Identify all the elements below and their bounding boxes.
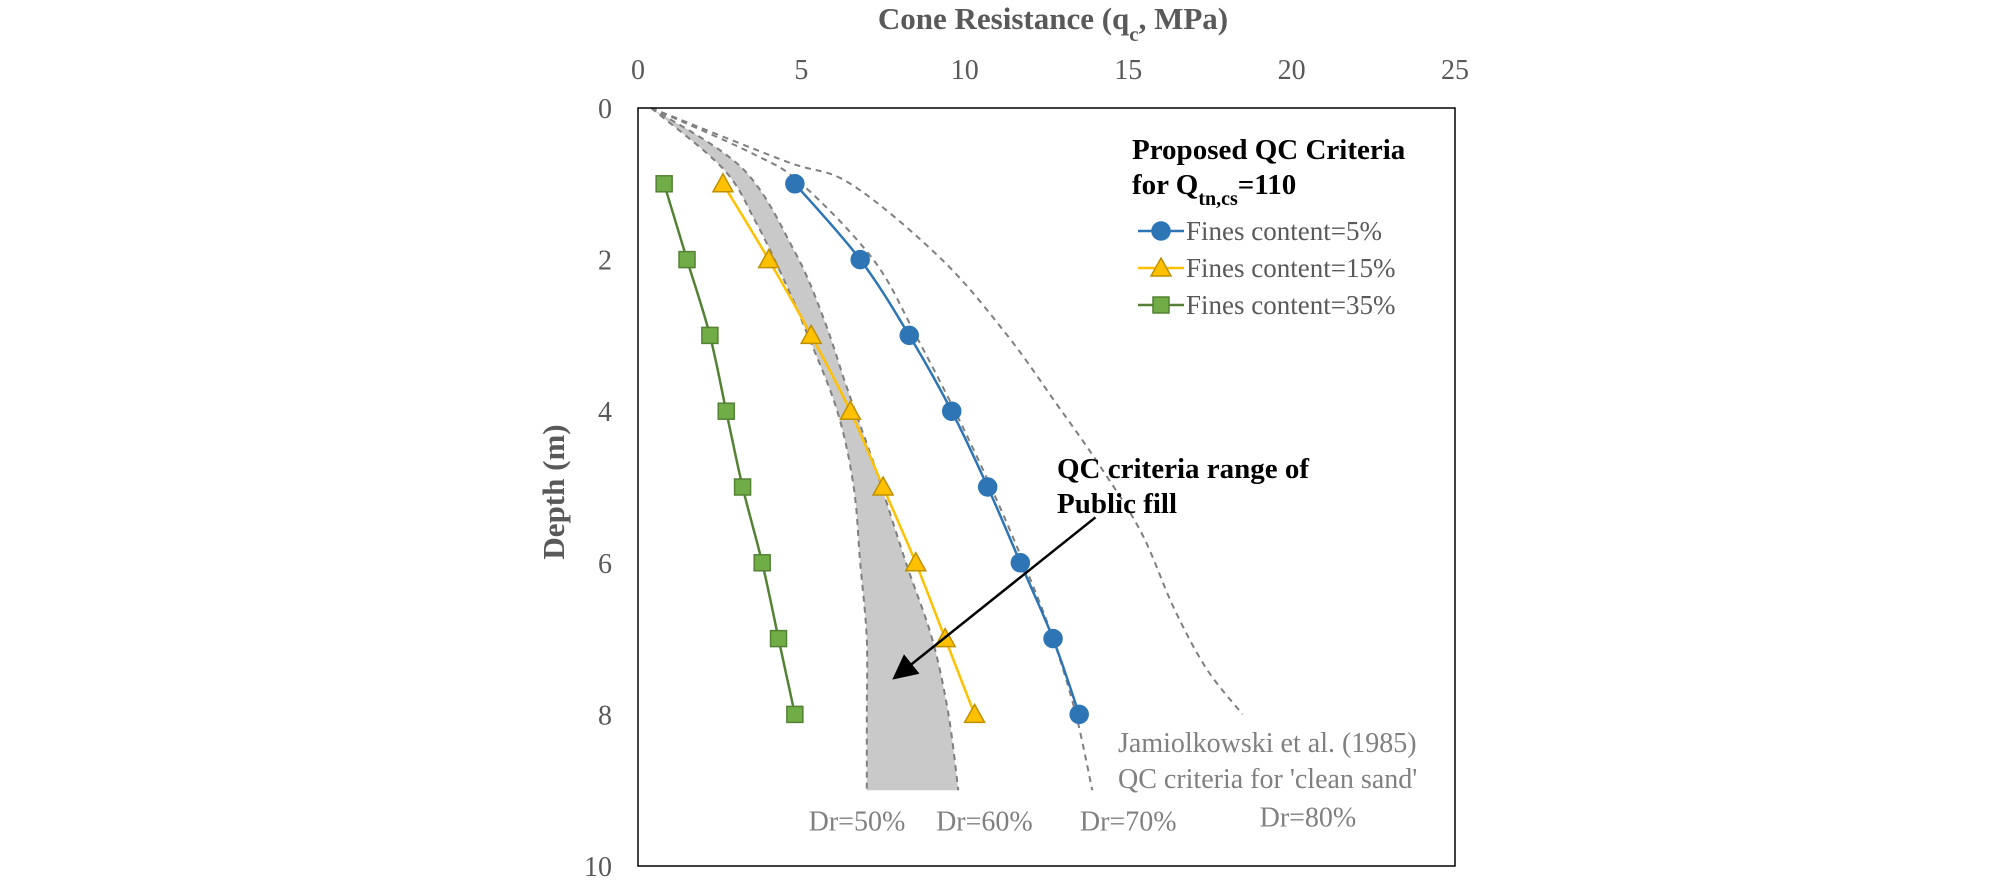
x-tick-label-5: 25 [1441,55,1469,86]
data-point-1-8 [1069,704,1089,725]
series-3 [655,175,804,724]
data-point-1-5 [977,477,998,497]
data-point-3-8 [786,705,804,724]
x-tick-label-0: 0 [631,55,645,86]
data-point-2-1 [711,172,735,193]
legend: Proposed QC Criteria for Qtn,cs=110 Fine… [1132,134,1406,320]
x-tick-label-2: 10 [951,55,979,86]
dr-label-4: Dr=80% [1260,803,1357,834]
x-tick-label-3: 15 [1114,55,1142,86]
data-point-3-2 [678,250,696,269]
data-point-1-3 [899,325,919,346]
plot-frame [637,107,1456,867]
data-point-2-8 [963,702,986,724]
reference-curve-4 [650,107,1244,716]
data-point-1-4 [941,401,962,421]
y-tick-label-3: 6 [598,549,612,580]
legend-label-1: Fines content=5% [1186,216,1382,246]
shaded-band [651,108,959,791]
legend-marker-1 [1151,221,1171,241]
data-point-3-4 [717,402,735,420]
series-1 [785,174,1089,725]
band-label-line1: QC criteria range of [1057,453,1309,485]
legend-marker-3 [1152,296,1170,314]
data-point-3-3 [701,326,719,345]
reference-curve-1 [650,107,869,791]
dr-label-3: Dr=70% [1080,807,1177,838]
y-tick-label-1: 2 [598,246,612,277]
y-tick-labels: 0 2 4 6 8 10 [584,94,612,883]
y-tick-label-4: 8 [598,700,612,731]
legend-title-line1: Proposed QC Criteria [1132,134,1406,166]
dr-label-1: Dr=50% [809,807,906,838]
data-point-2-6 [904,551,928,572]
legend-label-3: Fines content=35% [1186,290,1395,320]
data-point-2-5 [871,475,895,496]
y-axis-title: Depth (m) [536,424,571,559]
x-tick-labels: 0 5 10 15 20 25 [631,55,1469,86]
series-layer [655,172,1089,725]
data-point-1-1 [785,174,805,194]
series-2 [711,172,986,724]
x-tick-label-1: 5 [794,55,808,86]
reference-curve-2 [650,107,960,791]
legend-label-2: Fines content=15% [1186,253,1395,283]
y-tick-label-2: 4 [598,397,612,428]
data-point-2-4 [839,399,862,420]
reference-label-line1: Jamiolkowski et al. (1985) [1118,728,1417,759]
y-tick-label-5: 10 [584,852,612,883]
data-point-2-3 [799,323,823,345]
legend-title-line2: for Qtn,cs=110 [1132,169,1296,210]
reference-label-line2: QC criteria for 'clean sand' [1118,764,1417,795]
data-point-2-2 [757,248,780,269]
data-point-3-7 [769,629,788,648]
data-point-3-5 [733,478,752,496]
y-tick-label-0: 0 [598,94,612,125]
dr-labels: Dr=50% Dr=60% Dr=70% Dr=80% [809,803,1357,838]
data-point-1-6 [1010,553,1031,573]
series-line-1 [793,182,1081,715]
band-label-line2: Public fill [1057,488,1177,520]
legend-marker-2 [1149,256,1173,277]
legend-entries: Fines content=5% Fines content=15% Fines c… [1138,216,1395,320]
data-point-1-7 [1043,628,1063,649]
data-point-1-2 [850,249,870,270]
data-point-3-1 [655,175,673,193]
dr-label-2: Dr=60% [936,807,1033,838]
x-axis-title: Cone Resistance (qc, MPa) [878,1,1228,46]
data-point-3-6 [753,554,771,572]
band-arrow [892,516,1097,680]
x-tick-label-4: 20 [1278,55,1306,86]
